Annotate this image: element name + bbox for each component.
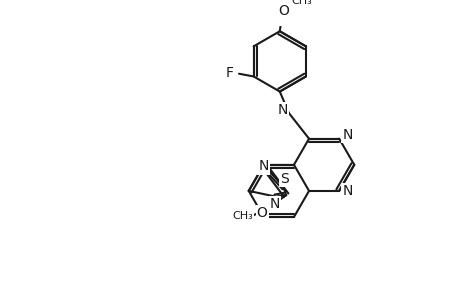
Text: N: N [258,159,268,173]
Text: S: S [280,172,289,186]
Text: N: N [341,128,352,142]
Text: N: N [341,184,352,198]
Text: O: O [256,206,267,220]
Text: O: O [277,4,288,18]
Text: N: N [269,197,280,211]
Text: CH₃: CH₃ [232,211,252,221]
Text: N: N [277,103,287,117]
Text: CH₃: CH₃ [291,0,311,6]
Text: F: F [225,66,234,80]
